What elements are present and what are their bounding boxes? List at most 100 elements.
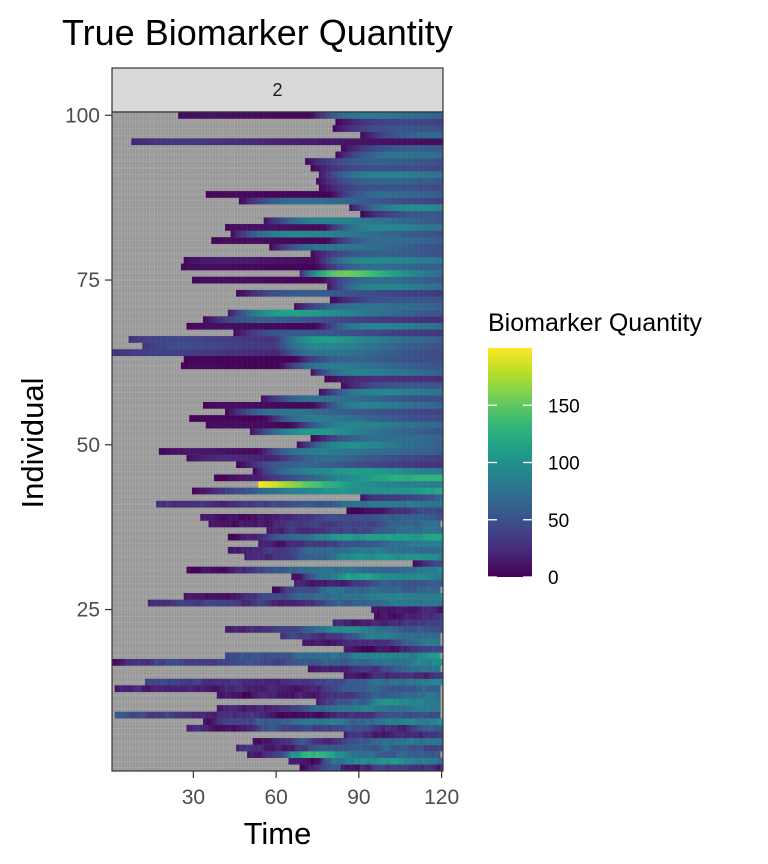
individual-row-10 (216, 705, 441, 712)
heatmap-tile (396, 612, 400, 620)
heatmap-tile (316, 698, 320, 706)
heatmap-tile (365, 658, 369, 666)
heatmap-tile (285, 474, 289, 482)
heatmap-tile (280, 718, 284, 726)
heatmap-tile (368, 494, 372, 501)
heatmap-tile (390, 507, 394, 515)
heatmap-tile (307, 678, 311, 686)
heatmap-tile (219, 336, 223, 343)
heatmap-tile (434, 415, 438, 422)
heatmap-tile (437, 553, 441, 561)
heatmap-tile (423, 375, 427, 383)
heatmap-tile (376, 744, 380, 752)
heatmap-tile (318, 639, 322, 646)
heatmap-tile (280, 744, 284, 752)
heatmap-tile (280, 474, 284, 482)
heatmap-tile (241, 533, 245, 541)
heatmap-tile (423, 408, 427, 416)
heatmap-tile (324, 632, 328, 640)
heatmap-tile (423, 705, 427, 712)
heatmap-tile (294, 533, 297, 541)
heatmap-tile (420, 711, 424, 719)
heatmap-tile (205, 718, 209, 726)
heatmap-tile (401, 691, 405, 699)
heatmap-tile (252, 349, 256, 356)
heatmap-tile (332, 757, 336, 765)
heatmap-tile (227, 408, 231, 416)
heatmap-tile (368, 375, 372, 383)
heatmap-tile (429, 685, 433, 693)
heatmap-tile (368, 744, 372, 752)
heatmap-tile (374, 658, 377, 666)
heatmap-tile (371, 665, 375, 673)
heatmap-tile (418, 724, 422, 732)
heatmap-tile (244, 678, 248, 686)
heatmap-tile (214, 685, 217, 693)
heatmap-tile (134, 658, 137, 666)
heatmap-tile (274, 533, 278, 541)
heatmap-tile (440, 507, 444, 515)
heatmap-tile (407, 355, 411, 363)
heatmap-tile (252, 553, 256, 561)
heatmap-tile (349, 428, 353, 436)
heatmap-tile (434, 626, 438, 633)
heatmap-tile (368, 355, 372, 363)
heatmap-tile (385, 705, 388, 712)
heatmap-tile (238, 349, 242, 356)
heatmap-tile (387, 540, 391, 548)
heatmap-tile (327, 362, 331, 370)
heatmap-tile (316, 448, 320, 455)
heatmap-tile (360, 757, 364, 765)
heatmap-tile (296, 336, 300, 343)
heatmap-tile (365, 757, 369, 765)
heatmap-tile (357, 520, 361, 528)
heatmap-tile (321, 639, 325, 646)
heatmap-tile (211, 566, 215, 574)
heatmap-tile (280, 705, 284, 712)
heatmap-tile (189, 342, 193, 350)
heatmap-tile (434, 454, 438, 462)
heatmap-tile (365, 685, 369, 693)
heatmap-tile (327, 474, 331, 482)
heatmap-tile (354, 461, 358, 469)
heatmap-tile (288, 428, 292, 436)
heatmap-tile (374, 626, 377, 633)
heatmap-tile (409, 678, 413, 686)
heatmap-tile (340, 481, 344, 488)
heatmap-tile (398, 619, 402, 627)
heatmap-tile (277, 467, 281, 475)
heatmap-tile (349, 705, 353, 712)
heatmap-tile (316, 579, 320, 587)
heatmap-tile (385, 553, 388, 561)
heatmap-tile (329, 487, 333, 495)
heatmap-tile (420, 724, 424, 732)
heatmap-tile (376, 467, 380, 475)
heatmap-tile (354, 652, 358, 660)
heatmap-tile (172, 342, 176, 350)
heatmap-tile (327, 349, 331, 356)
heatmap-tile (374, 355, 377, 363)
heatmap-tile (407, 395, 411, 403)
heatmap-tile (371, 586, 375, 594)
heatmap-tile (437, 355, 441, 363)
heatmap-tile (216, 599, 220, 607)
heatmap-tile (390, 599, 394, 607)
individual-row-30 (291, 573, 444, 581)
heatmap-tile (307, 573, 311, 581)
heatmap-tile (244, 599, 248, 607)
heatmap-tile (409, 500, 413, 508)
heatmap-tile (390, 573, 394, 581)
heatmap-tile (305, 428, 308, 436)
heatmap-tile (382, 382, 386, 389)
heatmap-tile (338, 461, 342, 469)
heatmap-tile (423, 421, 427, 429)
heatmap-tile (346, 665, 350, 673)
heatmap-tile (393, 606, 397, 613)
heatmap-tile (404, 481, 408, 488)
heatmap-tile (191, 454, 195, 462)
heatmap-tile (332, 698, 336, 706)
heatmap-tile (294, 349, 297, 356)
heatmap-tile (260, 566, 264, 574)
heatmap-tile (379, 382, 383, 389)
heatmap-tile (274, 428, 278, 436)
